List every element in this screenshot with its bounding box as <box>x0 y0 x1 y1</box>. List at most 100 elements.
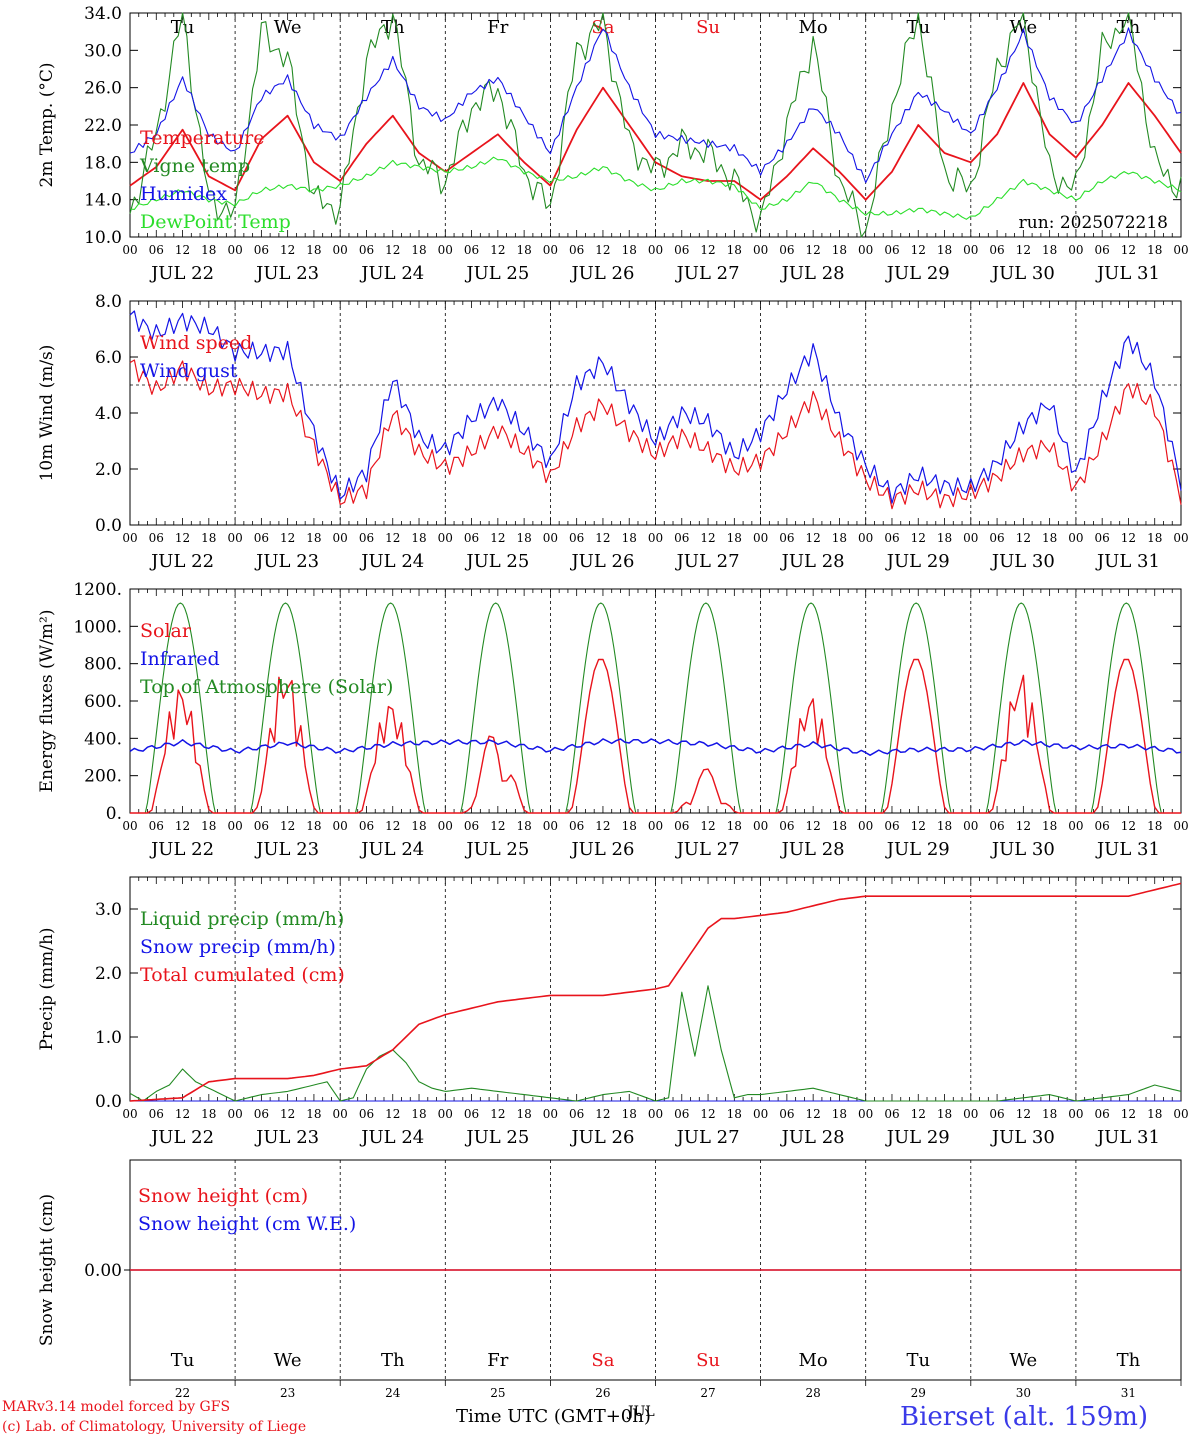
hour-tick-label: 06 <box>884 819 899 833</box>
date-label: JUL 30 <box>990 263 1055 284</box>
y-tick-label: 18.0 <box>84 153 122 173</box>
hour-tick-label: 18 <box>727 1107 742 1121</box>
hour-tick-label: 00 <box>543 531 558 545</box>
hour-tick-label: 00 <box>1068 1107 1083 1121</box>
y-tick-label: 2.0 <box>95 964 122 984</box>
hour-tick-label: 12 <box>280 531 295 545</box>
date-label: JUL 29 <box>885 839 950 860</box>
hour-tick-label: 06 <box>149 1107 164 1121</box>
weekday-label: Tu <box>906 1350 930 1371</box>
hour-tick-label: 00 <box>963 243 978 257</box>
hour-tick-label: 18 <box>306 243 321 257</box>
hour-tick-label: 18 <box>1042 531 1057 545</box>
hour-tick-label: 00 <box>648 531 663 545</box>
hour-tick-label: 18 <box>201 1107 216 1121</box>
legend-top-of-atmosphere-solar-: Top of Atmosphere (Solar) <box>140 676 393 698</box>
date-label: JUL 31 <box>1095 263 1160 284</box>
date-label: JUL 29 <box>885 551 950 572</box>
series-dewpoint-temp-line <box>129 156 1182 220</box>
hour-tick-label: 06 <box>779 1107 794 1121</box>
hour-tick-label: 18 <box>1147 243 1162 257</box>
date-label: JUL 22 <box>149 1127 214 1148</box>
date-label: JUL 26 <box>569 839 634 860</box>
date-label: JUL 24 <box>359 263 424 284</box>
date-label: JUL 23 <box>254 1127 319 1148</box>
station-label: Bierset (alt. 159m) <box>900 1402 1149 1432</box>
hour-tick-label: 00 <box>1173 243 1188 257</box>
hour-tick-label: 06 <box>569 531 584 545</box>
hour-tick-label: 00 <box>227 1107 242 1121</box>
hour-tick-label: 12 <box>806 819 821 833</box>
date-label: JUL 30 <box>990 551 1055 572</box>
hour-tick-label: 12 <box>280 819 295 833</box>
y-tick-label: 0.0 <box>95 516 122 536</box>
hour-tick-label: 18 <box>306 1107 321 1121</box>
hour-tick-label: 06 <box>779 819 794 833</box>
weekday-label: We <box>274 17 302 38</box>
hour-tick-label: 12 <box>700 1107 715 1121</box>
hour-tick-label: 18 <box>727 819 742 833</box>
date-label: JUL 27 <box>675 839 740 860</box>
hour-tick-label: 12 <box>280 243 295 257</box>
date-label: JUL 25 <box>464 263 529 284</box>
day-number-label: 31 <box>1121 1386 1136 1400</box>
hour-tick-label: 18 <box>516 819 531 833</box>
date-label: JUL 29 <box>885 1127 950 1148</box>
hour-tick-label: 18 <box>411 531 426 545</box>
legend-infrared: Infrared <box>140 648 220 670</box>
hour-tick-label: 06 <box>779 243 794 257</box>
date-label: JUL 26 <box>569 263 634 284</box>
y-axis-label: Snow height (cm) <box>37 1194 57 1346</box>
hour-tick-label: 18 <box>1042 243 1057 257</box>
hour-tick-label: 18 <box>832 819 847 833</box>
month-overlap-label: JUL <box>628 1404 655 1420</box>
hour-tick-label: 06 <box>464 819 479 833</box>
hour-tick-label: 18 <box>306 531 321 545</box>
date-label: JUL 31 <box>1095 551 1160 572</box>
hour-tick-label: 00 <box>333 1107 348 1121</box>
date-label: JUL 31 <box>1095 839 1160 860</box>
hour-tick-label: 06 <box>569 243 584 257</box>
panel-1-frame <box>129 300 1182 526</box>
hour-tick-label: 18 <box>832 243 847 257</box>
weekday-label: Tu <box>906 17 930 38</box>
date-label: JUL 25 <box>464 1127 529 1148</box>
hour-tick-label: 00 <box>858 531 873 545</box>
panel-2-frame <box>129 588 1182 814</box>
hour-tick-label: 12 <box>700 531 715 545</box>
hour-tick-label: 18 <box>411 819 426 833</box>
legend-liquid-precip: Liquid precip (mm/h) <box>140 908 344 930</box>
series-temperature-line <box>129 82 1182 201</box>
weekday-label: Sa <box>591 1350 614 1371</box>
hour-tick-label: 00 <box>122 819 137 833</box>
weekday-label: Tu <box>171 1350 195 1371</box>
series-vigne-temp-line <box>129 12 1182 238</box>
hour-tick-label: 06 <box>149 243 164 257</box>
legend-humidex: Humidex <box>140 183 227 205</box>
hour-tick-label: 06 <box>1095 243 1110 257</box>
weekday-label: Tu <box>171 17 195 38</box>
hour-tick-label: 00 <box>1068 531 1083 545</box>
hour-tick-label: 06 <box>779 531 794 545</box>
y-tick-label: 4.0 <box>95 404 122 424</box>
y-axis-label: 2m Temp. (°C) <box>37 62 57 187</box>
hour-tick-label: 12 <box>595 819 610 833</box>
day-number-label: 26 <box>595 1386 610 1400</box>
hour-tick-label: 06 <box>989 531 1004 545</box>
hour-tick-label: 18 <box>1147 1107 1162 1121</box>
hour-tick-label: 00 <box>122 531 137 545</box>
y-tick-label: 30.0 <box>84 41 122 61</box>
series-solar-line <box>130 658 1181 814</box>
hour-tick-label: 12 <box>595 531 610 545</box>
hour-tick-label: 00 <box>122 1107 137 1121</box>
hour-tick-label: 12 <box>806 243 821 257</box>
hour-tick-label: 06 <box>674 243 689 257</box>
hour-tick-label: 12 <box>911 243 926 257</box>
y-tick-label: 0.0 <box>95 1092 122 1112</box>
hour-tick-label: 06 <box>884 531 899 545</box>
hour-tick-label: 18 <box>832 1107 847 1121</box>
weekday-label: Th <box>1117 1350 1141 1371</box>
hour-tick-label: 00 <box>963 531 978 545</box>
hour-tick-label: 12 <box>700 819 715 833</box>
